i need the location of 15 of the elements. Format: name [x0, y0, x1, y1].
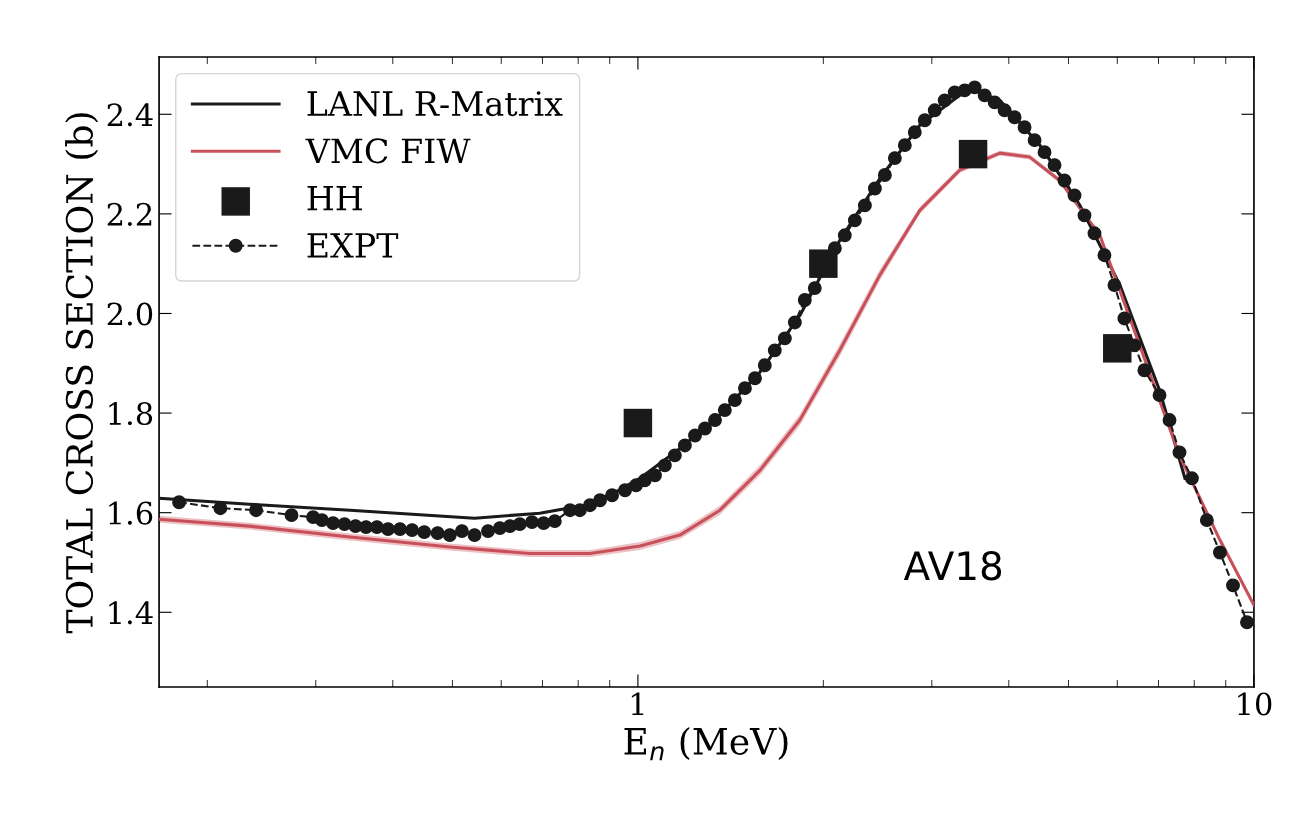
- y-tick-label: 2.0: [107, 302, 153, 326]
- y-tick-label: 1.4: [109, 601, 153, 625]
- legend-label: HH: [307, 185, 363, 211]
- x-tick-label: 10: [1238, 692, 1272, 716]
- y-tick-label: 2.2: [107, 202, 152, 226]
- y-axis-title: TOTAL CROSS SECTION (b): [65, 113, 99, 634]
- x-axis-title: E$_{n}$ (MeV): [624, 726, 788, 761]
- x-tick-label: 1: [631, 692, 644, 716]
- y-tick-label: 1.6: [109, 501, 153, 525]
- legend-label: EXPT: [307, 233, 399, 258]
- y-tick-label: 1.8: [109, 402, 153, 426]
- y-tick-label: 2.4: [107, 103, 153, 127]
- annotation: AV18: [903, 551, 1002, 581]
- legend-label: LANL R-Matrix: [307, 91, 563, 117]
- legend-label: VMC FIW: [305, 138, 471, 164]
